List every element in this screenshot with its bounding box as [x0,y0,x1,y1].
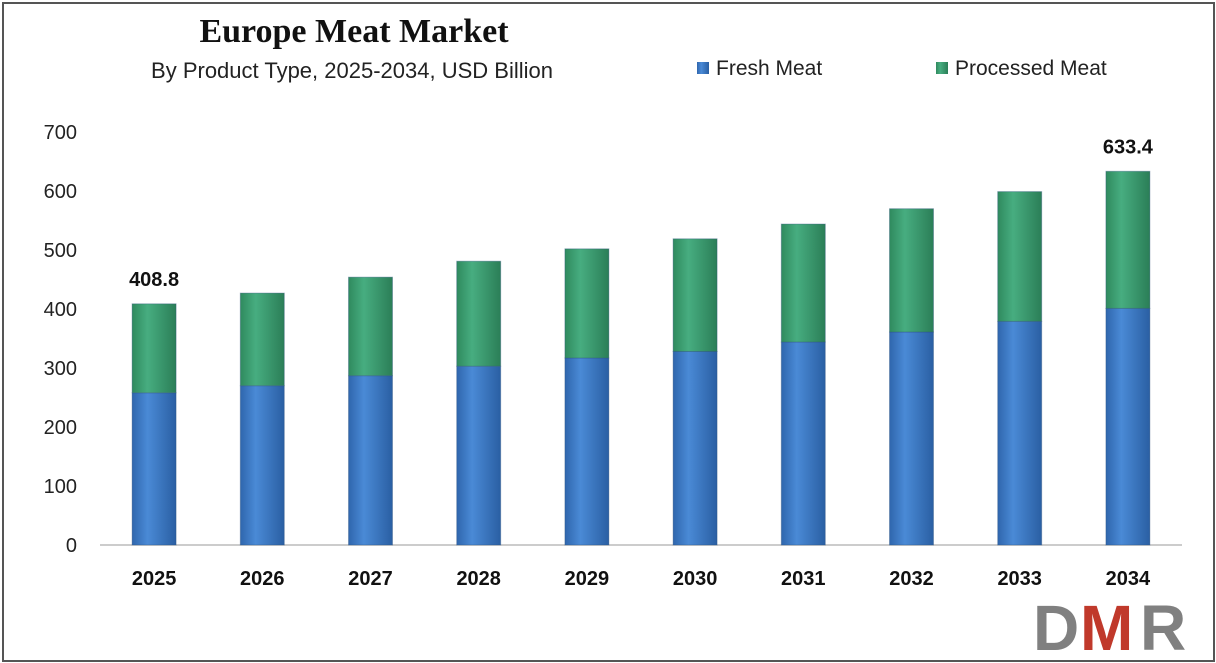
x-tick-label: 2027 [348,568,393,590]
bar-fresh-meat-2025 [131,392,177,546]
y-tick-label: 200 [44,417,77,439]
x-tick-label: 2026 [240,568,285,590]
bar-fresh-meat-2033 [997,320,1043,546]
bar-processed-meat-2028 [456,260,502,367]
x-tick-label: 2032 [889,568,934,590]
y-tick-label: 400 [44,299,77,321]
legend-label-processed-meat: Processed Meat [955,57,1107,80]
bar-fresh-meat-2027 [348,375,393,546]
x-tick-label: 2033 [997,568,1042,590]
y-tick-label: 300 [44,358,77,380]
bars [131,170,1151,546]
data-label-2034: 633.4 [1103,136,1154,158]
logo-letter-d: D [1033,592,1079,663]
data-labels: 408.8 633.4 [129,136,1154,291]
bar-processed-meat-2027 [348,276,393,377]
chart-title: Europe Meat Market [199,13,509,50]
y-tick-label: 500 [44,240,77,262]
logo-letter-m: M [1080,592,1133,663]
x-tick-label: 2028 [456,568,501,590]
bar-processed-meat-2032 [889,208,934,333]
x-tick-label: 2029 [565,568,610,590]
bar-fresh-meat-2034 [1105,307,1151,546]
bar-fresh-meat-2029 [564,357,610,546]
y-tick-label: 700 [44,122,77,144]
bar-processed-meat-2033 [997,191,1043,322]
chart-subtitle: By Product Type, 2025-2034, USD Billion [151,58,553,83]
legend-swatch-processed-meat [936,62,948,74]
bar-fresh-meat-2032 [889,331,934,546]
logo-letter-r: R [1140,592,1186,663]
bar-processed-meat-2030 [672,238,718,352]
bar-processed-meat-2025 [131,303,177,394]
legend-swatch-fresh-meat [697,62,709,74]
bar-fresh-meat-2028 [456,365,502,546]
y-tick-label: 100 [44,476,77,498]
x-tick-label: 2030 [673,568,718,590]
legend-label-fresh-meat: Fresh Meat [716,57,822,80]
bar-fresh-meat-2031 [780,341,826,546]
x-tick-label: 2025 [132,568,177,590]
bar-fresh-meat-2030 [672,350,718,546]
x-tick-label: 2031 [781,568,826,590]
x-tick-label: 2034 [1106,568,1151,590]
legend: Fresh Meat Processed Meat [697,57,1107,80]
dmr-logo: D M R [1033,592,1186,663]
bar-processed-meat-2026 [239,292,285,387]
y-tick-label: 0 [66,535,77,557]
data-label-2025: 408.8 [129,269,179,291]
bar-fresh-meat-2026 [239,385,285,546]
bar-processed-meat-2034 [1105,170,1151,309]
x-axis: 2025 2026 2027 2028 2029 2030 2031 2032 2033 2034 [132,568,1151,590]
y-tick-label: 600 [44,181,77,203]
bar-processed-meat-2031 [780,223,826,343]
y-axis: 0 100 200 300 400 500 600 700 [44,122,77,557]
bar-processed-meat-2029 [564,248,610,359]
